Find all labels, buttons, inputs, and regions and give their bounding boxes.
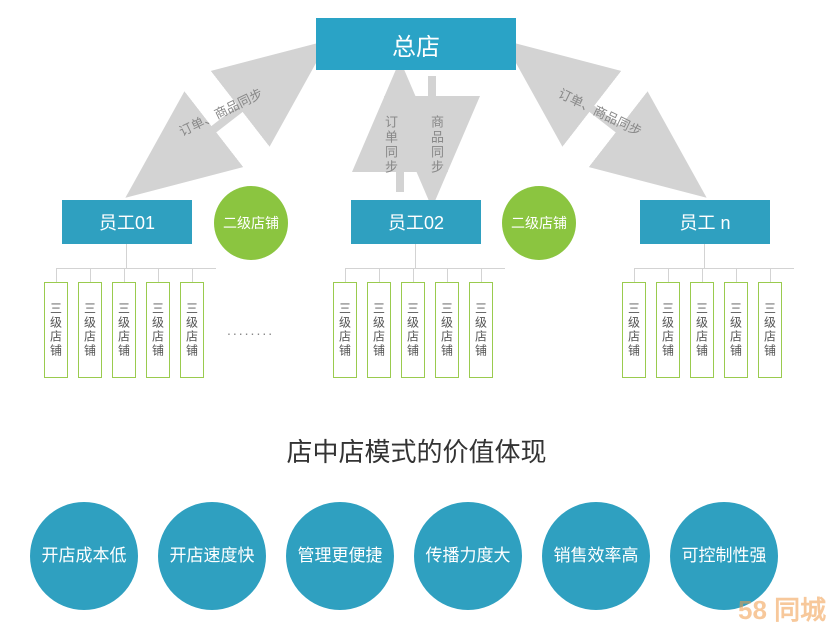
tertiary-label: 三级店铺: [116, 302, 133, 358]
tertiary-shop: 三级店铺: [146, 282, 170, 378]
connector: [702, 268, 703, 282]
tertiary-label: 三级店铺: [626, 302, 643, 358]
value-circle-0: 开店成本低: [30, 502, 138, 610]
connector: [704, 244, 705, 268]
connector: [481, 268, 482, 282]
tertiary-shop: 三级店铺: [78, 282, 102, 378]
tertiary-label: 三级店铺: [371, 302, 388, 358]
connector: [126, 244, 127, 268]
tertiary-label: 三级店铺: [762, 302, 779, 358]
tertiary-shop: 三级店铺: [690, 282, 714, 378]
connector: [736, 268, 737, 282]
ellipsis: ........: [227, 322, 274, 338]
tertiary-label: 三级店铺: [473, 302, 490, 358]
connector: [192, 268, 193, 282]
arrow-label-0: 订单、商品同步: [175, 83, 265, 140]
watermark: 58 同城: [738, 590, 826, 627]
connector: [345, 268, 346, 282]
tertiary-label: 三级店铺: [660, 302, 677, 358]
arrow-label-3: 商品同步: [430, 115, 446, 175]
arrow-label-1: 订单、商品同步: [555, 83, 645, 140]
tertiary-shop: 三级店铺: [435, 282, 459, 378]
tertiary-shop: 三级店铺: [724, 282, 748, 378]
root-node: 总店: [316, 18, 516, 70]
arrow-label-2: 订单同步: [384, 115, 400, 175]
tertiary-shop: 三级店铺: [758, 282, 782, 378]
tertiary-label: 三级店铺: [405, 302, 422, 358]
tertiary-shop: 三级店铺: [469, 282, 493, 378]
tertiary-shop: 三级店铺: [367, 282, 391, 378]
tertiary-label: 三级店铺: [48, 302, 65, 358]
tertiary-shop: 三级店铺: [333, 282, 357, 378]
connector: [668, 268, 669, 282]
tertiary-label: 三级店铺: [337, 302, 354, 358]
connector: [56, 268, 57, 282]
tertiary-label: 三级店铺: [184, 302, 201, 358]
connector: [634, 268, 635, 282]
value-circle-1: 开店速度快: [158, 502, 266, 610]
secondary-shop-0: 二级店铺: [214, 186, 288, 260]
employee-node-2: 员工 n: [640, 200, 770, 244]
tertiary-label: 三级店铺: [150, 302, 167, 358]
secondary-shop-1: 二级店铺: [502, 186, 576, 260]
tertiary-shop: 三级店铺: [180, 282, 204, 378]
tertiary-shop: 三级店铺: [656, 282, 680, 378]
section-title: 店中店模式的价值体现: [0, 432, 833, 469]
connector: [415, 244, 416, 268]
tertiary-shop: 三级店铺: [112, 282, 136, 378]
employee-node-0: 员工01: [62, 200, 192, 244]
tertiary-label: 三级店铺: [694, 302, 711, 358]
tertiary-label: 三级店铺: [82, 302, 99, 358]
connector: [447, 268, 448, 282]
value-circle-3: 传播力度大: [414, 502, 522, 610]
connector: [413, 268, 414, 282]
value-circle-2: 管理更便捷: [286, 502, 394, 610]
connector: [770, 268, 771, 282]
diagram-canvas: 总店订单、商品同步 订单、商品同步订单同步 商品同步员工01 员工02 员工 n 二级店铺…: [0, 0, 833, 640]
employee-node-1: 员工02: [351, 200, 481, 244]
connector: [90, 268, 91, 282]
tertiary-label: 三级店铺: [439, 302, 456, 358]
connector: [158, 268, 159, 282]
tertiary-shop: 三级店铺: [44, 282, 68, 378]
connector: [379, 268, 380, 282]
connector: [124, 268, 125, 282]
tertiary-label: 三级店铺: [728, 302, 745, 358]
tertiary-shop: 三级店铺: [622, 282, 646, 378]
value-circle-4: 销售效率高: [542, 502, 650, 610]
tertiary-shop: 三级店铺: [401, 282, 425, 378]
